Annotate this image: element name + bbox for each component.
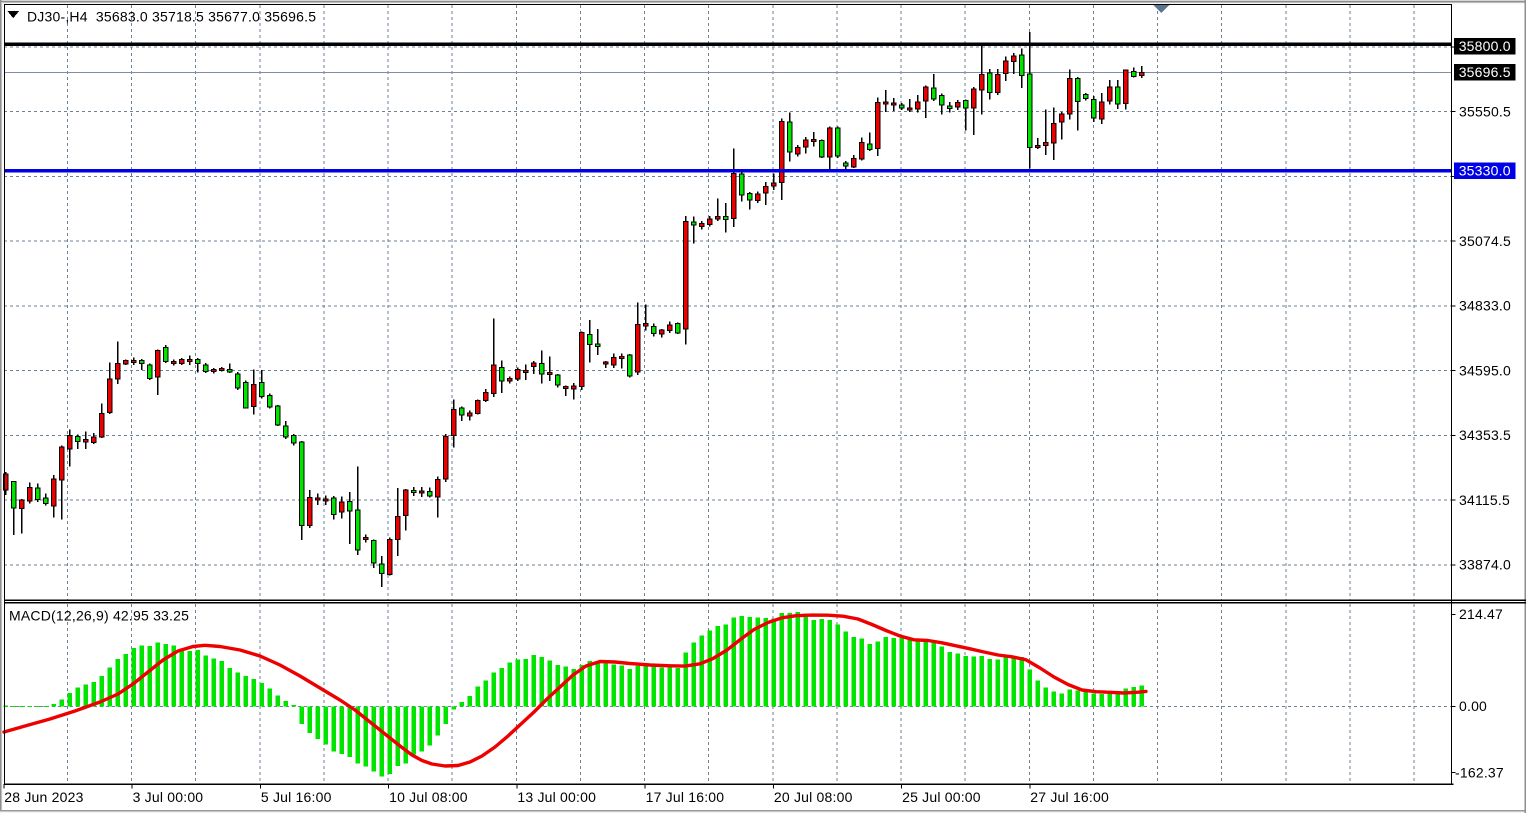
svg-text:34833.0: 34833.0 [1459,298,1511,314]
svg-text:34115.5: 34115.5 [1459,492,1510,508]
svg-text:3 Jul 00:00: 3 Jul 00:00 [133,789,204,805]
svg-text:5 Jul 16:00: 5 Jul 16:00 [261,789,332,805]
svg-text:25 Jul 00:00: 25 Jul 00:00 [902,789,981,805]
svg-text:35696.5: 35696.5 [1459,64,1511,80]
svg-text:-162.37: -162.37 [1455,764,1504,780]
svg-text:214.47: 214.47 [1459,606,1503,622]
svg-text:27 Jul 16:00: 27 Jul 16:00 [1030,789,1109,805]
svg-text:20 Jul 08:00: 20 Jul 08:00 [774,789,853,805]
svg-text:33874.0: 33874.0 [1459,557,1511,573]
svg-text:35800.0: 35800.0 [1459,38,1511,54]
svg-text:10 Jul 08:00: 10 Jul 08:00 [389,789,468,805]
svg-text:35330.0: 35330.0 [1459,162,1511,178]
svg-text:13 Jul 00:00: 13 Jul 00:00 [517,789,596,805]
svg-text:34353.5: 34353.5 [1459,427,1511,443]
svg-text:17 Jul 16:00: 17 Jul 16:00 [646,789,725,805]
svg-text:MACD(12,26,9) 42.95 33.25: MACD(12,26,9) 42.95 33.25 [9,608,189,624]
svg-text:35550.5: 35550.5 [1459,103,1511,119]
svg-text:28 Jun 2023: 28 Jun 2023 [4,789,83,805]
svg-text:35074.5: 35074.5 [1459,233,1511,249]
svg-text:DJ30-,H4 35683.0 35718.5 3567: DJ30-,H4 35683.0 35718.5 35677.0 35696.5 [27,9,316,25]
svg-text:34595.0: 34595.0 [1459,362,1511,378]
svg-text:0.00: 0.00 [1459,698,1487,714]
